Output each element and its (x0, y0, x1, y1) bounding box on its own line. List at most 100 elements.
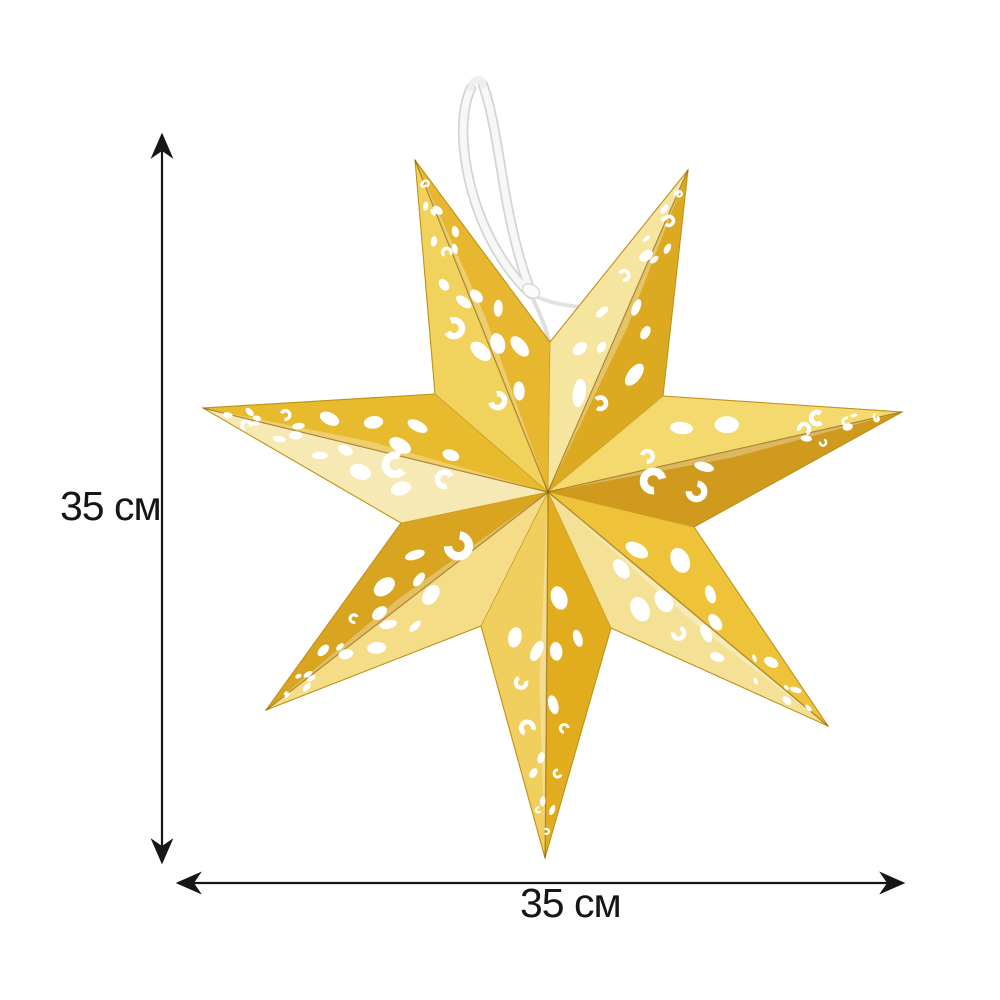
cutout-hole (518, 719, 536, 737)
cutout-hole (363, 416, 384, 429)
cutout-hole (487, 390, 508, 411)
cutout-hole (800, 435, 812, 442)
cutout-hole (714, 416, 739, 434)
fold-crease (547, 491, 829, 727)
cutout-hole (752, 654, 757, 663)
cutout-hole (670, 547, 691, 573)
cutout-hole (283, 691, 288, 696)
cutout-hole (451, 225, 459, 238)
fold-highlight (548, 412, 902, 492)
string-knot (521, 282, 541, 300)
cutout-hole (872, 413, 880, 421)
fold-highlight (539, 492, 548, 858)
cutout-hole (764, 656, 779, 668)
cutout-hole (348, 613, 360, 624)
cutout-hole (572, 629, 583, 647)
star-group (201, 158, 904, 861)
cutout-hole (534, 806, 543, 814)
cutout-hole (252, 415, 262, 422)
cutout-hole (317, 644, 330, 657)
cutout-hole (372, 606, 387, 621)
cutout-hole (529, 768, 538, 779)
cutout-hole (625, 541, 649, 559)
cutout-hole (592, 395, 609, 412)
cutout-hole (373, 577, 395, 597)
cutout-hole (595, 306, 609, 318)
cutout-hole (663, 243, 672, 254)
cutout-hole (547, 695, 559, 715)
cutout-hole (708, 613, 723, 631)
cutout-hole (222, 412, 233, 419)
cutout-hole (510, 336, 529, 357)
cutout-hole (440, 246, 453, 259)
fold-crease (414, 159, 549, 493)
cutout-hole (438, 278, 450, 291)
cutout-hole (319, 411, 340, 426)
cutout-hole (292, 422, 305, 430)
cutout-hole (818, 438, 828, 447)
string-strand-left (459, 84, 535, 298)
cutout-hole (612, 559, 630, 579)
cutout-hole (456, 295, 472, 309)
fold-crease (265, 491, 549, 711)
cutout-hole (442, 449, 460, 462)
fold-highlight (203, 408, 548, 492)
dimension-overlay (150, 132, 906, 895)
cutout-hole (662, 214, 676, 228)
cutout-hole (381, 451, 409, 479)
cutout-hole (639, 448, 655, 464)
cutout-hole (452, 243, 458, 254)
cutout-hole (850, 413, 858, 418)
cutout-hole (572, 341, 587, 356)
cutout-hole (306, 675, 316, 682)
string-loop-top (467, 75, 487, 92)
cutout-hole (642, 235, 651, 242)
string-strand-right (479, 81, 536, 298)
cutout-hole (434, 469, 455, 490)
cutout-hole (625, 363, 644, 386)
fold-highlight (266, 492, 548, 710)
cutout-hole (407, 419, 428, 433)
cutout-hole (389, 437, 411, 454)
fold-crease (202, 407, 549, 493)
cutout-hole (782, 696, 792, 705)
width-dimension-label: 35 см (520, 880, 622, 926)
cutout-hole (349, 463, 371, 481)
cutout-hole (430, 209, 436, 216)
cutout-hole (409, 620, 421, 632)
height-dimension-label: 35 см (60, 483, 162, 529)
cutout-hole (405, 549, 425, 561)
cutout-hole (443, 531, 474, 561)
cutout-hole (654, 590, 674, 613)
cutout-hole (670, 421, 693, 435)
cutout-hole (530, 640, 544, 662)
cutout-hole (432, 205, 443, 215)
cutout-hole (470, 341, 491, 362)
cutout-hole (685, 480, 708, 503)
cutout-hole (367, 641, 386, 654)
cutout-hole (469, 289, 483, 303)
cutout-hole (552, 768, 563, 779)
cutout-hole (789, 686, 802, 694)
cutout-hole (640, 326, 651, 340)
cutout-hole (542, 827, 551, 836)
cutout-hole (753, 677, 758, 685)
cutout-hole (251, 421, 261, 426)
cutout-hole (549, 642, 563, 661)
cutout-hole (423, 201, 429, 211)
cutout-hole (279, 408, 292, 421)
cutout-hole (550, 586, 568, 610)
fold-crease (544, 491, 549, 859)
cutout-hole (413, 572, 425, 587)
cutout-hole (421, 179, 430, 188)
cutout-hole (796, 421, 812, 437)
cutout-hole (630, 597, 650, 622)
cutout-hole (513, 675, 529, 690)
cutout-hole (700, 624, 713, 643)
fold-highlight (548, 170, 688, 492)
cutout-hole (311, 451, 328, 460)
cutout-hole (289, 431, 303, 440)
cutout-hole (493, 299, 503, 317)
fold-highlight (548, 492, 828, 726)
cutout-hole (379, 619, 397, 630)
